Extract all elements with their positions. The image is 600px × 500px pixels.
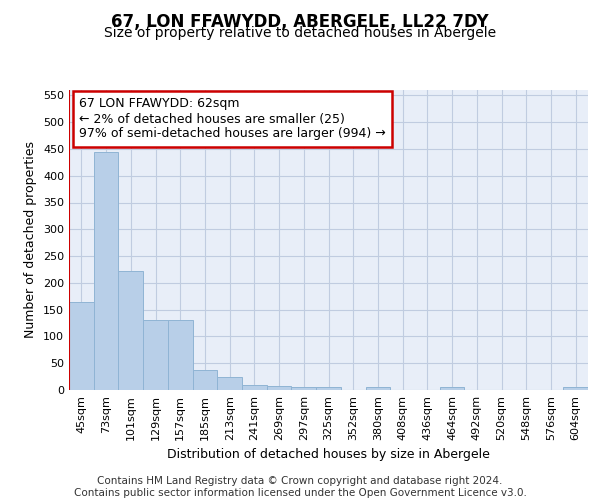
Bar (440, 388, 464, 390)
Bar (193, 370, 217, 390)
Bar (217, 376, 242, 390)
Text: Contains HM Land Registry data © Crown copyright and database right 2024.
Contai: Contains HM Land Registry data © Crown c… (74, 476, 526, 498)
Bar (168, 320, 193, 390)
Bar (143, 320, 168, 390)
Bar (242, 384, 267, 390)
Bar (292, 387, 316, 390)
Bar (94, 152, 118, 390)
Bar (563, 388, 588, 390)
Text: 67 LON FFAWYDD: 62sqm
← 2% of detached houses are smaller (25)
97% of semi-detac: 67 LON FFAWYDD: 62sqm ← 2% of detached h… (79, 98, 386, 140)
Bar (118, 271, 143, 390)
Bar (316, 388, 341, 390)
Bar (365, 388, 390, 390)
X-axis label: Distribution of detached houses by size in Abergele: Distribution of detached houses by size … (167, 448, 490, 462)
Bar (69, 302, 94, 390)
Text: 67, LON FFAWYDD, ABERGELE, LL22 7DY: 67, LON FFAWYDD, ABERGELE, LL22 7DY (111, 12, 489, 30)
Bar (267, 386, 292, 390)
Y-axis label: Number of detached properties: Number of detached properties (25, 142, 37, 338)
Text: Size of property relative to detached houses in Abergele: Size of property relative to detached ho… (104, 26, 496, 40)
